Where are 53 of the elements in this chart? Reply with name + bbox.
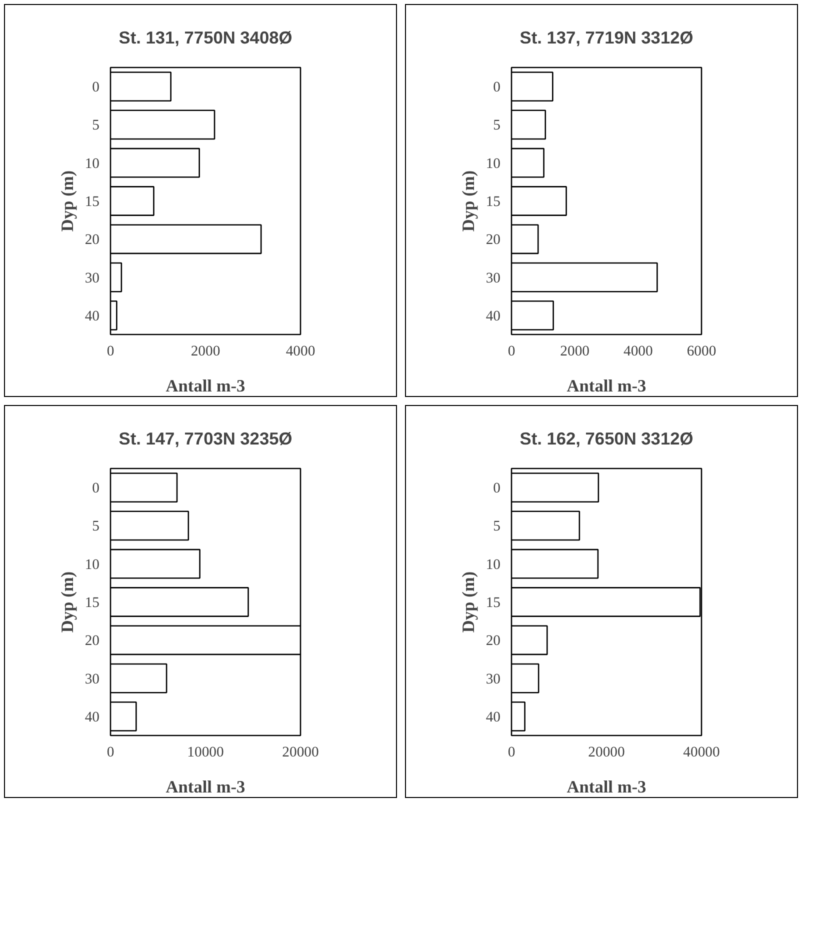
y-tick-label: 20	[84, 232, 100, 248]
y-tick-label: 20	[84, 633, 100, 650]
y-tick-label: 15	[486, 595, 500, 611]
x-tick-label: 2000	[560, 344, 590, 360]
y-axis-title: Dyp (m)	[58, 571, 77, 633]
x-axis-title: Antall m-3	[566, 778, 647, 796]
y-tick-label: 40	[84, 308, 100, 324]
y-tick-label: 20	[486, 232, 500, 248]
y-tick-label: 15	[486, 194, 500, 210]
x-tick-label: 4000	[286, 344, 316, 360]
chart-title: St. 131, 7750N 3408Ø	[118, 28, 292, 48]
y-tick-label: 30	[486, 671, 500, 688]
y-axis-title: Dyp (m)	[458, 170, 478, 232]
y-tick-label: 30	[84, 270, 100, 286]
y-tick-label: 5	[493, 518, 500, 535]
x-tick-label: 20000	[588, 744, 625, 760]
y-tick-label: 30	[486, 270, 500, 286]
chart-title: St. 162, 7650N 3312Ø	[520, 428, 694, 448]
x-tick-label: 4000	[624, 344, 653, 360]
x-tick-label: 20000	[282, 744, 319, 760]
x-axis-title: Antall m-3	[166, 376, 246, 396]
x-tick-label: 2000	[190, 344, 220, 360]
y-tick-label: 5	[92, 518, 100, 535]
x-axis-title: Antall m-3	[166, 778, 246, 796]
x-tick-label: 0	[106, 744, 114, 760]
x-tick-label: 40000	[683, 744, 720, 760]
y-tick-label: 20	[486, 633, 500, 650]
y-tick-label: 40	[486, 709, 500, 726]
x-tick-label: 6000	[686, 344, 716, 360]
y-tick-label: 5	[493, 118, 500, 134]
x-tick-label: 0	[106, 344, 114, 360]
chart-title: St. 147, 7703N 3235Ø	[118, 428, 292, 448]
y-axis-title: Dyp (m)	[58, 170, 77, 232]
y-tick-label: 5	[92, 118, 100, 134]
y-tick-label: 40	[84, 709, 100, 726]
x-axis-title: Antall m-3	[566, 376, 647, 396]
x-tick-label: 10000	[187, 744, 224, 760]
y-tick-label: 0	[493, 480, 500, 497]
y-tick-label: 10	[486, 156, 500, 172]
x-tick-label: 0	[508, 744, 516, 760]
x-tick-label: 0	[508, 344, 516, 360]
y-tick-label: 30	[84, 671, 100, 688]
y-tick-label: 0	[92, 480, 100, 497]
y-tick-label: 15	[84, 194, 100, 210]
y-tick-label: 10	[84, 556, 100, 573]
y-axis-title: Dyp (m)	[458, 571, 478, 633]
y-tick-label: 10	[486, 556, 500, 573]
y-tick-label: 15	[84, 595, 100, 611]
y-tick-label: 0	[493, 80, 500, 96]
y-tick-label: 40	[486, 308, 500, 324]
y-tick-label: 10	[84, 156, 100, 172]
chart-title: St. 137, 7719N 3312Ø	[520, 28, 694, 48]
y-tick-label: 0	[92, 80, 100, 96]
